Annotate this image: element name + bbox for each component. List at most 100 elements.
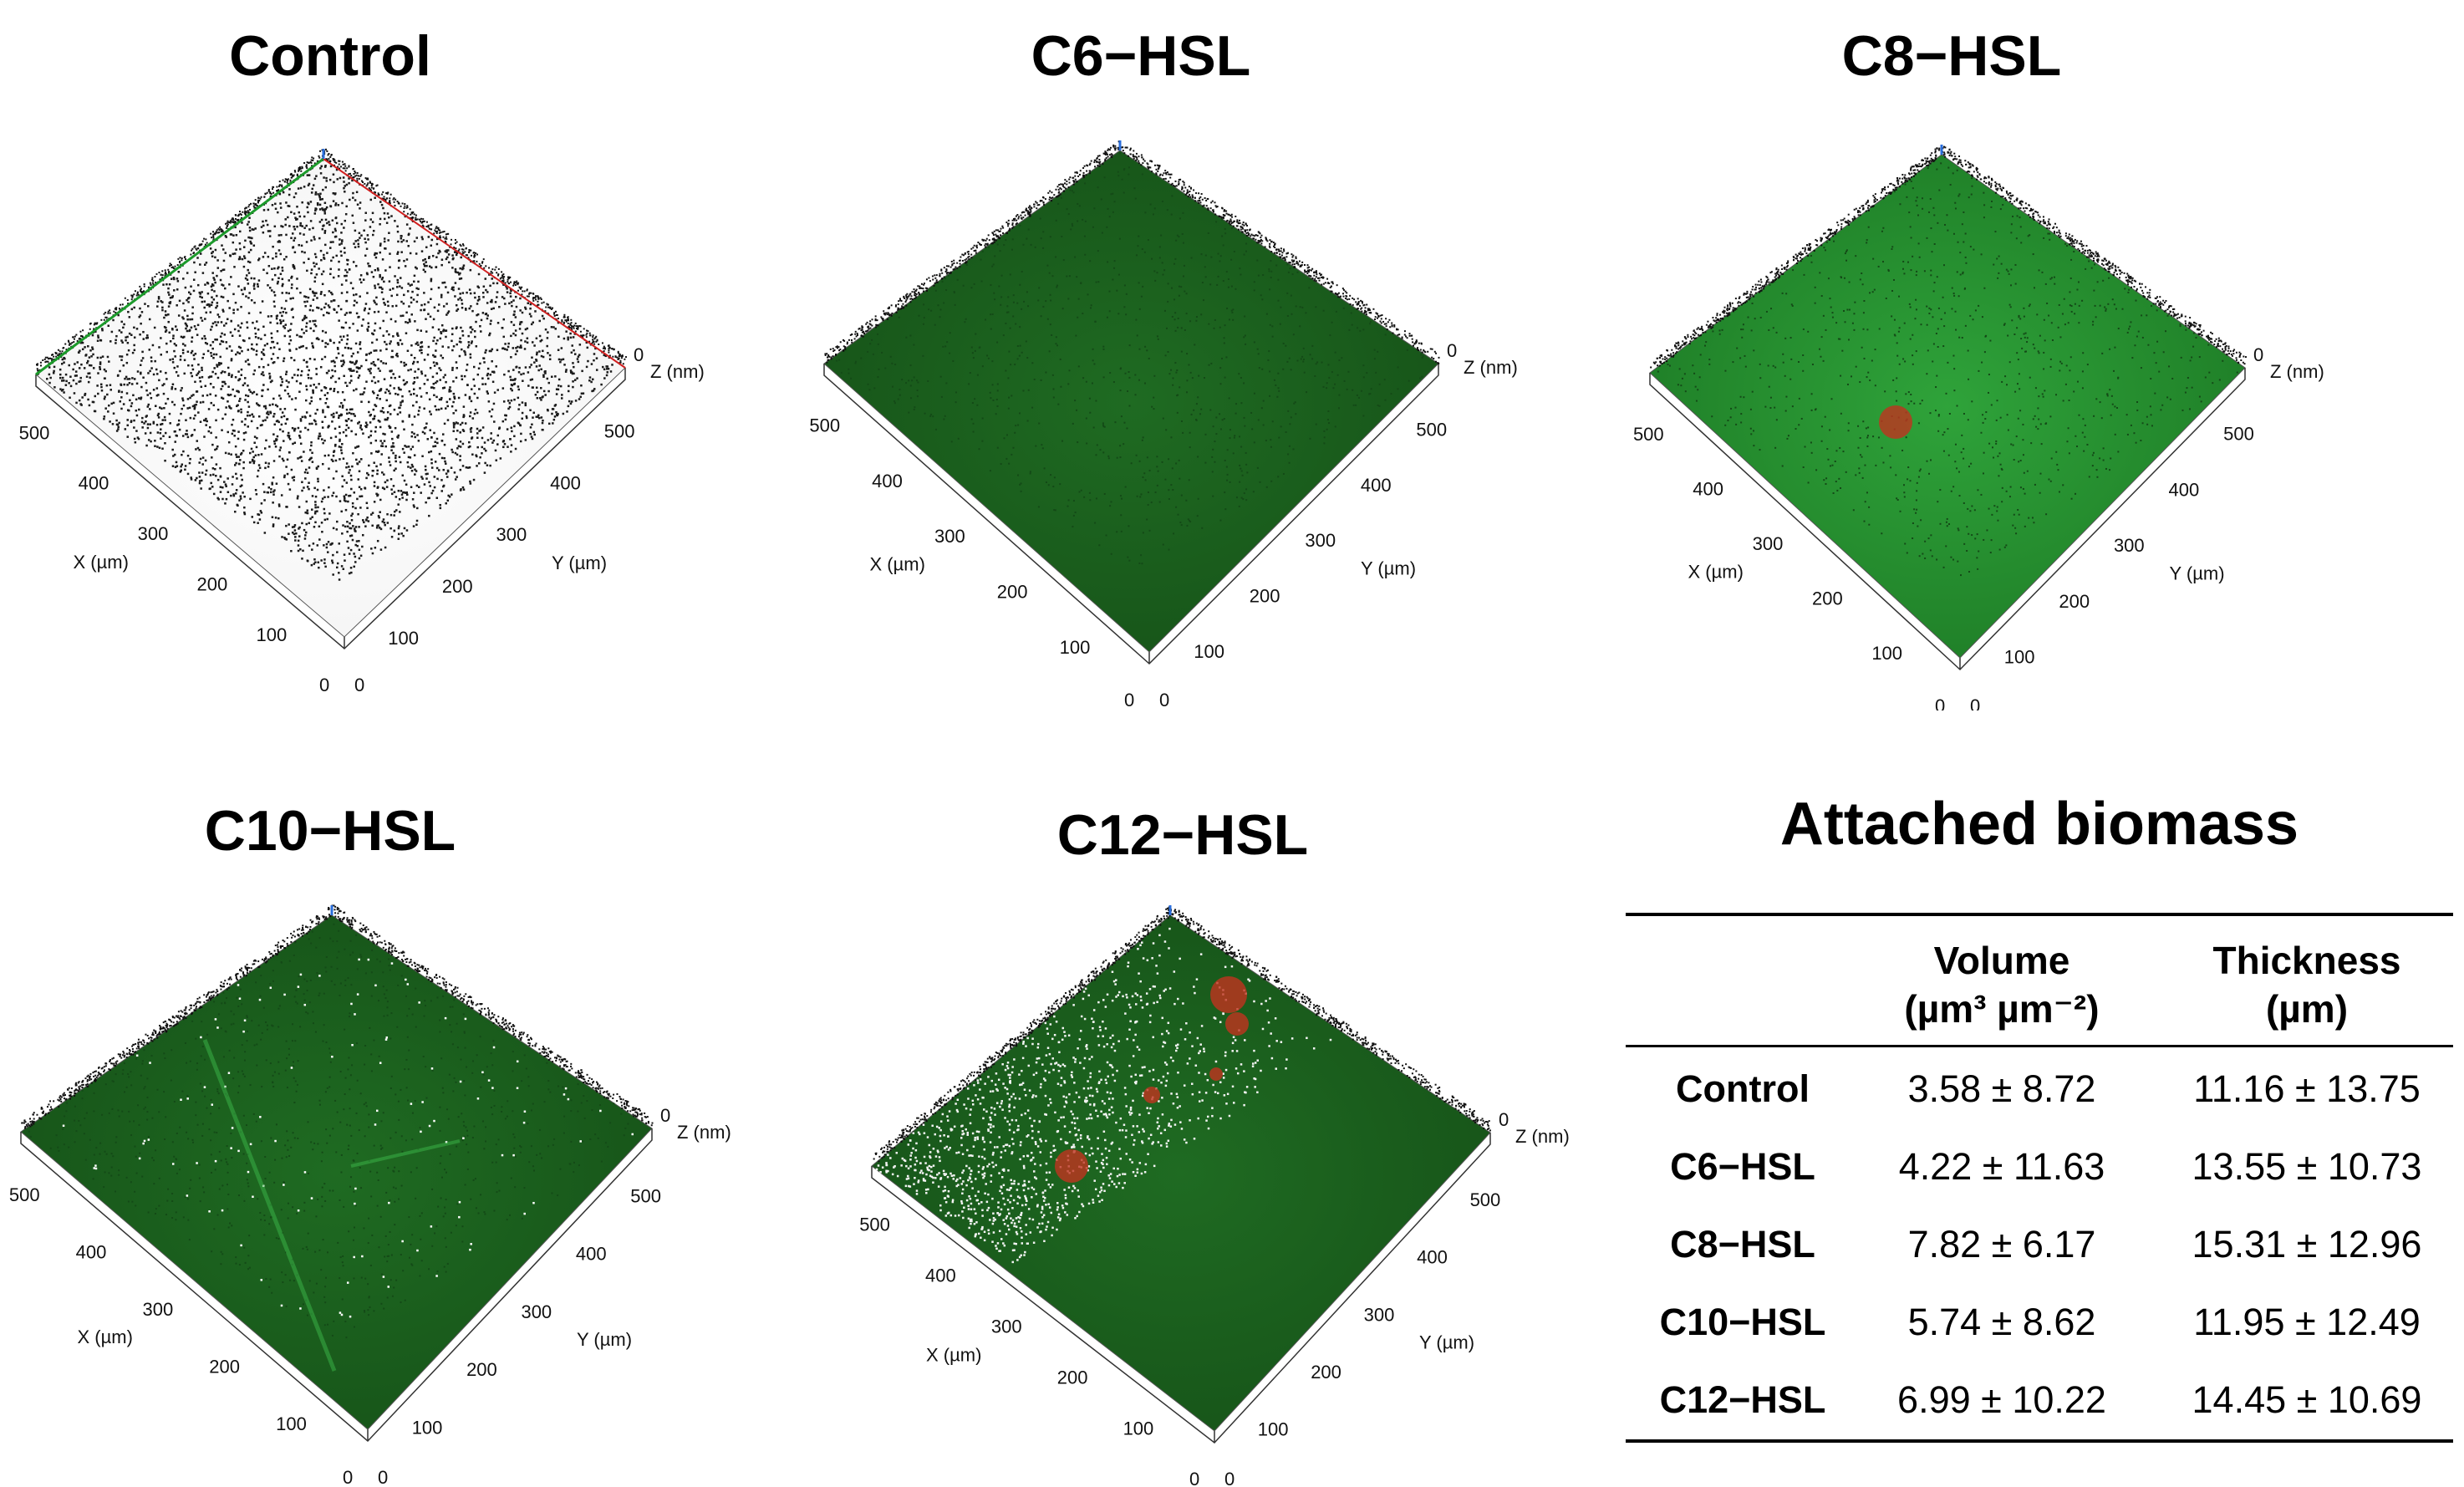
biofilm-render-control: 500 500 400 400 300 300 200 200 100 100 0 0 0 Z (nm) X… bbox=[19, 148, 705, 695]
y-zero-label: 0 bbox=[354, 675, 364, 695]
y-tick-label: 500 bbox=[2223, 424, 2254, 445]
x-tick-label: 400 bbox=[872, 471, 903, 491]
x-tick-label: 100 bbox=[257, 624, 288, 645]
row-label: C8−HSL bbox=[1670, 1223, 1815, 1265]
x-tick-label: 100 bbox=[1123, 1418, 1154, 1439]
y-tick-label: 400 bbox=[1361, 475, 1392, 496]
z-axis-label: Z (nm) bbox=[1515, 1126, 1570, 1147]
col-header-thickness-line1: Thickness bbox=[2212, 939, 2401, 982]
filament-line bbox=[350, 1139, 461, 1168]
x-zero-label: 0 bbox=[343, 1467, 353, 1487]
cell-volume: 3.58 ± 8.72 bbox=[1907, 1067, 2096, 1110]
cell-volume: 5.74 ± 8.62 bbox=[1907, 1301, 2096, 1343]
y-zero-label: 0 bbox=[378, 1467, 388, 1487]
cell-thickness: 13.55 ± 10.73 bbox=[2192, 1145, 2422, 1188]
z-axis-label: Z (nm) bbox=[650, 361, 705, 382]
y-tick-label: 500 bbox=[630, 1185, 661, 1206]
speckle-layer bbox=[36, 148, 627, 581]
biofilm-render-c8: 500 500 400 400 300 300 200 200 100 100 0 0 0 Z (nm) X… bbox=[1633, 145, 2324, 710]
y-tick-label: 200 bbox=[1311, 1362, 1341, 1383]
red-cluster bbox=[1143, 1087, 1160, 1103]
y-tick-label: 400 bbox=[2169, 479, 2200, 500]
x-axis-line bbox=[35, 157, 324, 376]
y-tick-label: 300 bbox=[1364, 1304, 1395, 1325]
x-zero-label: 0 bbox=[1935, 695, 1945, 710]
red-cluster bbox=[1225, 1012, 1249, 1036]
y-tick-label: 100 bbox=[1258, 1419, 1289, 1440]
col-header-thickness: Thickness (µm) bbox=[2161, 936, 2453, 1033]
cell-thickness: 11.16 ± 13.75 bbox=[2193, 1067, 2421, 1110]
x-axis-label: X (µm) bbox=[926, 1345, 981, 1366]
biofilm-render-c10: 500 500 400 400 300 300 200 200 100 100 0 0 0 Z (nm) X… bbox=[9, 904, 731, 1487]
speckle-layer bbox=[1650, 145, 2247, 577]
row-label: C10−HSL bbox=[1659, 1301, 1826, 1343]
y-zero-label: 0 bbox=[1970, 695, 1980, 710]
filament-line bbox=[202, 1039, 337, 1372]
y-tick-label: 200 bbox=[1250, 585, 1280, 606]
x-tick-label: 400 bbox=[76, 1241, 107, 1262]
y-axis-label: Y (µm) bbox=[1419, 1332, 1474, 1353]
col-header-thickness-line2: (µm) bbox=[2265, 987, 2349, 1031]
y-tick-label: 100 bbox=[2004, 647, 2035, 668]
row-label: Control bbox=[1676, 1067, 1810, 1110]
x-axis-label: X (µm) bbox=[74, 552, 129, 573]
x-tick-label: 300 bbox=[142, 1299, 173, 1320]
table-bottom-rule bbox=[1626, 1439, 2453, 1443]
x-tick-label: 500 bbox=[1633, 424, 1664, 445]
col-header-volume-line1: Volume bbox=[1933, 939, 2070, 982]
z-axis-label: Z (nm) bbox=[2270, 361, 2324, 382]
speckle-layer bbox=[21, 904, 654, 1339]
z-zero-label: 0 bbox=[634, 344, 644, 365]
col-header-volume: Volume (µm³ µm⁻²) bbox=[1860, 936, 2144, 1033]
cell-volume: 4.22 ± 11.63 bbox=[1898, 1145, 2105, 1188]
y-tick-label: 300 bbox=[521, 1301, 552, 1322]
y-tick-label: 200 bbox=[442, 576, 473, 597]
y-tick-label: 400 bbox=[1417, 1247, 1448, 1268]
x-tick-label: 100 bbox=[1871, 643, 1902, 664]
x-tick-label: 200 bbox=[209, 1356, 240, 1377]
biofilm-surface bbox=[20, 914, 653, 1430]
x-tick-label: 300 bbox=[934, 526, 965, 547]
y-tick-label: 200 bbox=[466, 1359, 497, 1380]
z-zero-label: 0 bbox=[2253, 344, 2263, 365]
x-tick-label: 400 bbox=[925, 1265, 956, 1286]
x-axis-label: X (µm) bbox=[78, 1327, 133, 1347]
x-tick-label: 100 bbox=[1060, 637, 1091, 658]
z-axis-label: Z (nm) bbox=[1464, 357, 1518, 378]
y-tick-label: 300 bbox=[496, 524, 527, 545]
y-tick-label: 400 bbox=[550, 472, 581, 493]
table-top-rule bbox=[1626, 913, 2453, 916]
x-tick-label: 500 bbox=[9, 1184, 40, 1205]
x-tick-label: 300 bbox=[1753, 533, 1784, 554]
y-tick-label: 500 bbox=[1470, 1189, 1501, 1210]
y-tick-label: 100 bbox=[388, 628, 419, 649]
y-axis-line bbox=[323, 158, 626, 369]
panel-title-control: Control bbox=[229, 24, 431, 88]
x-tick-label: 400 bbox=[79, 473, 109, 494]
y-tick-label: 300 bbox=[2114, 535, 2145, 556]
red-cluster bbox=[1879, 405, 1912, 439]
x-tick-label: 200 bbox=[1057, 1367, 1088, 1388]
red-cluster bbox=[1209, 1067, 1223, 1081]
y-zero-label: 0 bbox=[1159, 690, 1169, 710]
x-tick-label: 500 bbox=[859, 1215, 890, 1235]
x-zero-label: 0 bbox=[1124, 690, 1134, 710]
x-tick-label: 500 bbox=[809, 415, 840, 435]
y-axis-label: Y (µm) bbox=[1361, 558, 1416, 579]
y-axis-label: Y (µm) bbox=[577, 1329, 632, 1350]
y-zero-label: 0 bbox=[1224, 1469, 1235, 1487]
cell-thickness: 15.31 ± 12.96 bbox=[2192, 1223, 2422, 1265]
x-tick-label: 300 bbox=[138, 523, 169, 544]
x-tick-label: 200 bbox=[1812, 588, 1843, 609]
cell-thickness: 11.95 ± 12.49 bbox=[2193, 1301, 2421, 1343]
y-tick-label: 200 bbox=[2059, 591, 2090, 612]
cell-volume: 6.99 ± 10.22 bbox=[1897, 1378, 2106, 1421]
table-mid-rule bbox=[1626, 1045, 2453, 1047]
x-tick-label: 200 bbox=[197, 573, 228, 594]
cell-volume: 7.82 ± 6.17 bbox=[1907, 1223, 2096, 1265]
x-axis-label: X (µm) bbox=[870, 554, 925, 575]
x-tick-label: 500 bbox=[19, 422, 50, 443]
x-axis-label: X (µm) bbox=[1688, 562, 1744, 583]
y-tick-label: 500 bbox=[1416, 419, 1447, 440]
x-tick-label: 300 bbox=[991, 1316, 1022, 1337]
